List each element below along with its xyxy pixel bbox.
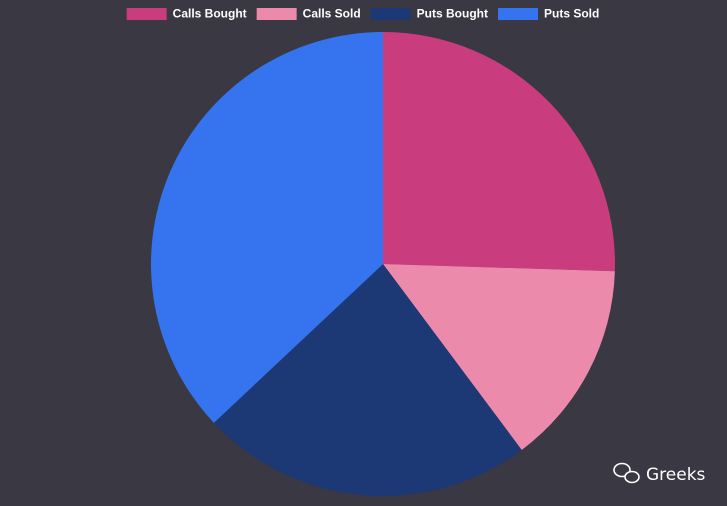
pie-slice bbox=[213, 264, 522, 496]
pie-slice bbox=[150, 31, 383, 423]
watermark-icon bbox=[613, 462, 640, 484]
legend-label: Calls Bought bbox=[173, 7, 247, 21]
pie-slice bbox=[383, 32, 615, 272]
legend-swatch bbox=[370, 8, 411, 20]
legend-swatch bbox=[126, 8, 167, 20]
legend-label: Puts Bought bbox=[417, 7, 488, 21]
legend-label: Calls Sold bbox=[303, 7, 361, 21]
pie-slice bbox=[383, 264, 615, 450]
watermark: Greeks bbox=[646, 465, 706, 485]
legend: Calls Bought Calls Sold Puts Bought Puts So… bbox=[126, 7, 599, 21]
legend-label: Puts Sold bbox=[544, 7, 599, 21]
legend-swatch bbox=[498, 8, 538, 20]
legend-swatch bbox=[256, 8, 297, 20]
